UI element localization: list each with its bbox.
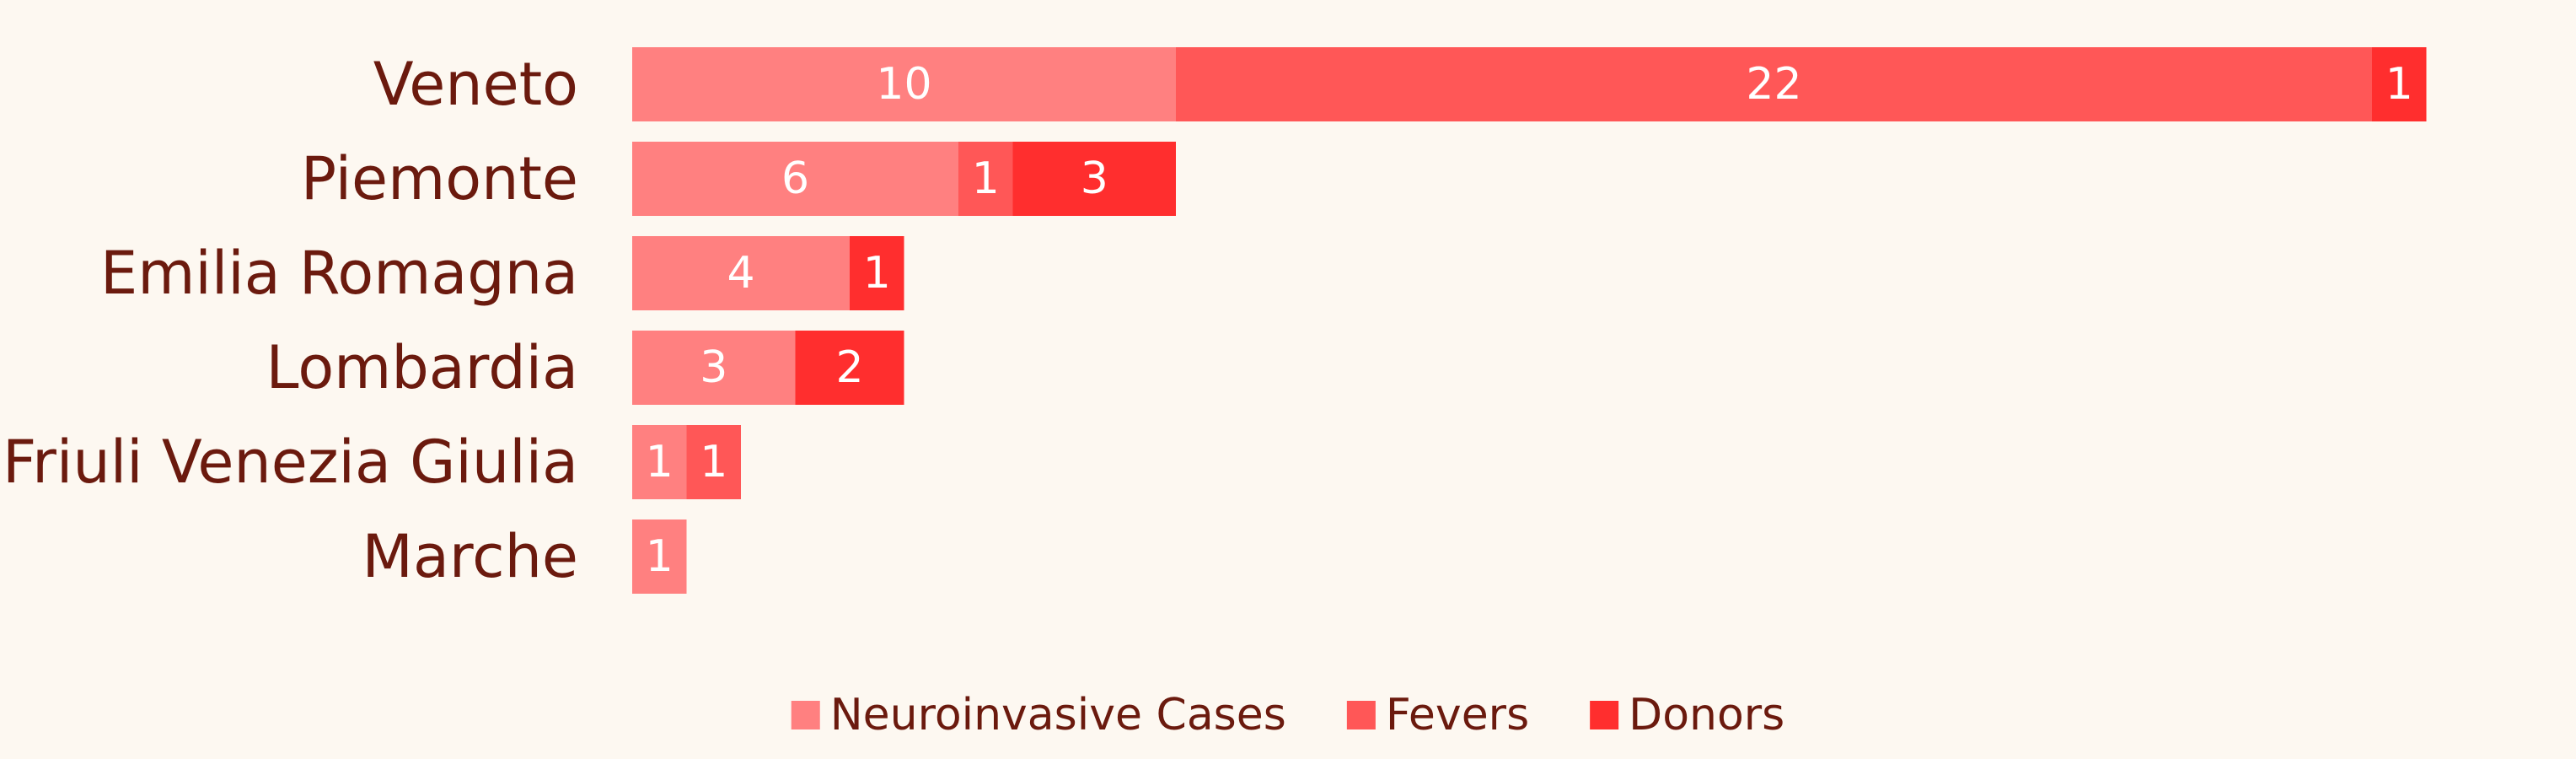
bar-friuli-venezia-giulia-neuroinvasive-cases bbox=[632, 425, 687, 499]
legend-label-neuroinvasive-cases: Neuroinvasive Cases bbox=[830, 690, 1286, 740]
bar-veneto-fevers bbox=[1176, 47, 2372, 121]
category-label-veneto: Veneto bbox=[373, 50, 578, 119]
category-label-emilia-romagna: Emilia Romagna bbox=[100, 239, 578, 308]
legend-item-neuroinvasive-cases: Neuroinvasive Cases bbox=[791, 690, 1286, 740]
legend-swatch-donors bbox=[1590, 701, 1619, 729]
value-label-veneto-donors: 1 bbox=[2385, 59, 2413, 110]
value-label-piemonte-donors: 3 bbox=[1081, 153, 1108, 204]
legend: Neuroinvasive Cases Fevers Donors bbox=[791, 690, 1784, 740]
value-label-emilia-romagna-donors: 1 bbox=[863, 248, 891, 299]
value-label-veneto-fevers: 22 bbox=[1746, 59, 1801, 110]
bar-veneto-donors bbox=[2372, 47, 2427, 121]
bar-piemonte-fevers bbox=[958, 142, 1013, 216]
value-label-veneto-neuroinvasive-cases: 10 bbox=[876, 59, 931, 110]
legend-swatch-neuroinvasive-cases bbox=[791, 701, 820, 729]
category-label-friuli-venezia-giulia: Friuli Venezia Giulia bbox=[3, 428, 578, 497]
legend-label-fevers: Fevers bbox=[1386, 690, 1529, 740]
value-label-marche-neuroinvasive-cases: 1 bbox=[646, 531, 674, 582]
bar-veneto-neuroinvasive-cases bbox=[632, 47, 1176, 121]
bar-emilia-romagna-neuroinvasive-cases bbox=[632, 236, 850, 310]
category-label-piemonte: Piemonte bbox=[301, 144, 578, 213]
bars-layer: 10 22 16 1 34 13 21 11 bbox=[632, 47, 2427, 594]
bar-emilia-romagna-donors bbox=[850, 236, 904, 310]
value-label-emilia-romagna-neuroinvasive-cases: 4 bbox=[727, 248, 754, 299]
bar-lombardia-donors bbox=[795, 331, 904, 405]
legend-item-fevers: Fevers bbox=[1346, 690, 1529, 740]
value-label-lombardia-donors: 2 bbox=[835, 342, 863, 393]
legend-item-donors: Donors bbox=[1590, 690, 1784, 740]
legend-swatch-fevers bbox=[1346, 701, 1376, 729]
category-label-lombardia: Lombardia bbox=[266, 333, 578, 402]
legend-label-donors: Donors bbox=[1629, 690, 1784, 740]
bar-lombardia-neuroinvasive-cases bbox=[632, 331, 796, 405]
value-label-lombardia-neuroinvasive-cases: 3 bbox=[700, 342, 727, 393]
value-label-piemonte-neuroinvasive-cases: 6 bbox=[781, 153, 809, 204]
bar-marche-neuroinvasive-cases bbox=[632, 519, 687, 594]
bar-friuli-venezia-giulia-fevers bbox=[686, 425, 741, 499]
value-label-friuli-venezia-giulia-neuroinvasive-cases: 1 bbox=[646, 437, 674, 487]
bar-piemonte-donors bbox=[1012, 142, 1176, 216]
value-label-friuli-venezia-giulia-fevers: 1 bbox=[700, 437, 727, 487]
category-labels: Veneto Piemonte Emilia Romagna Lombardia Fri… bbox=[3, 50, 578, 591]
bar-piemonte-neuroinvasive-cases bbox=[632, 142, 958, 216]
value-label-piemonte-fevers: 1 bbox=[972, 153, 1000, 204]
category-label-marche: Marche bbox=[362, 522, 578, 591]
